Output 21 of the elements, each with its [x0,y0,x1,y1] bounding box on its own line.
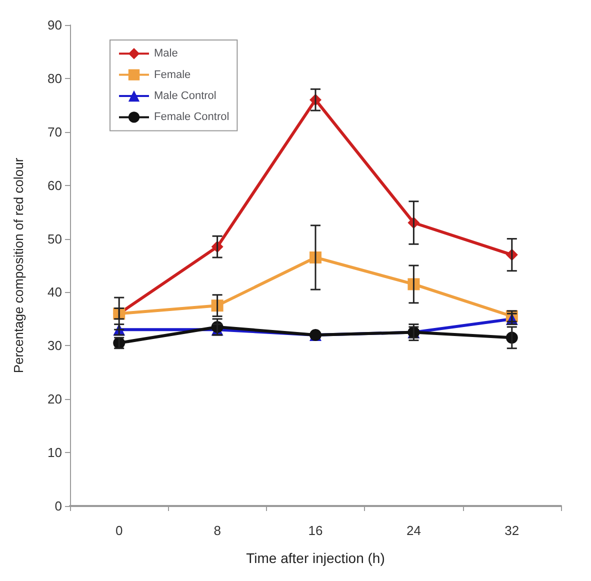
x-tick-label: 24 [406,523,421,538]
x-tick-label: 32 [504,523,520,538]
y-tick-label: 50 [48,231,62,246]
y-tick-label: 10 [48,445,62,460]
legend-label: Female [154,68,191,81]
y-tick-label: 60 [48,178,62,193]
y-axis-title: Percentage composition of red colour [11,157,26,374]
x-tick-label: 16 [308,523,323,538]
y-tick-label: 40 [48,284,62,300]
x-tick-label: 0 [115,523,123,538]
x-tick-label: 8 [214,523,221,538]
y-tick-label: 70 [48,124,62,140]
y-tick-label: 90 [48,18,62,32]
y-tick-label: 30 [48,338,62,354]
y-tick-label: 0 [54,498,62,514]
legend-label: Female Control [154,111,230,124]
y-tick-label: 80 [48,70,62,86]
x-axis-title: Time after injection (h) [246,550,385,566]
legend-label: Male Control [154,90,216,102]
y-tick-label: 20 [48,392,62,407]
legend-label: Male [154,48,178,60]
